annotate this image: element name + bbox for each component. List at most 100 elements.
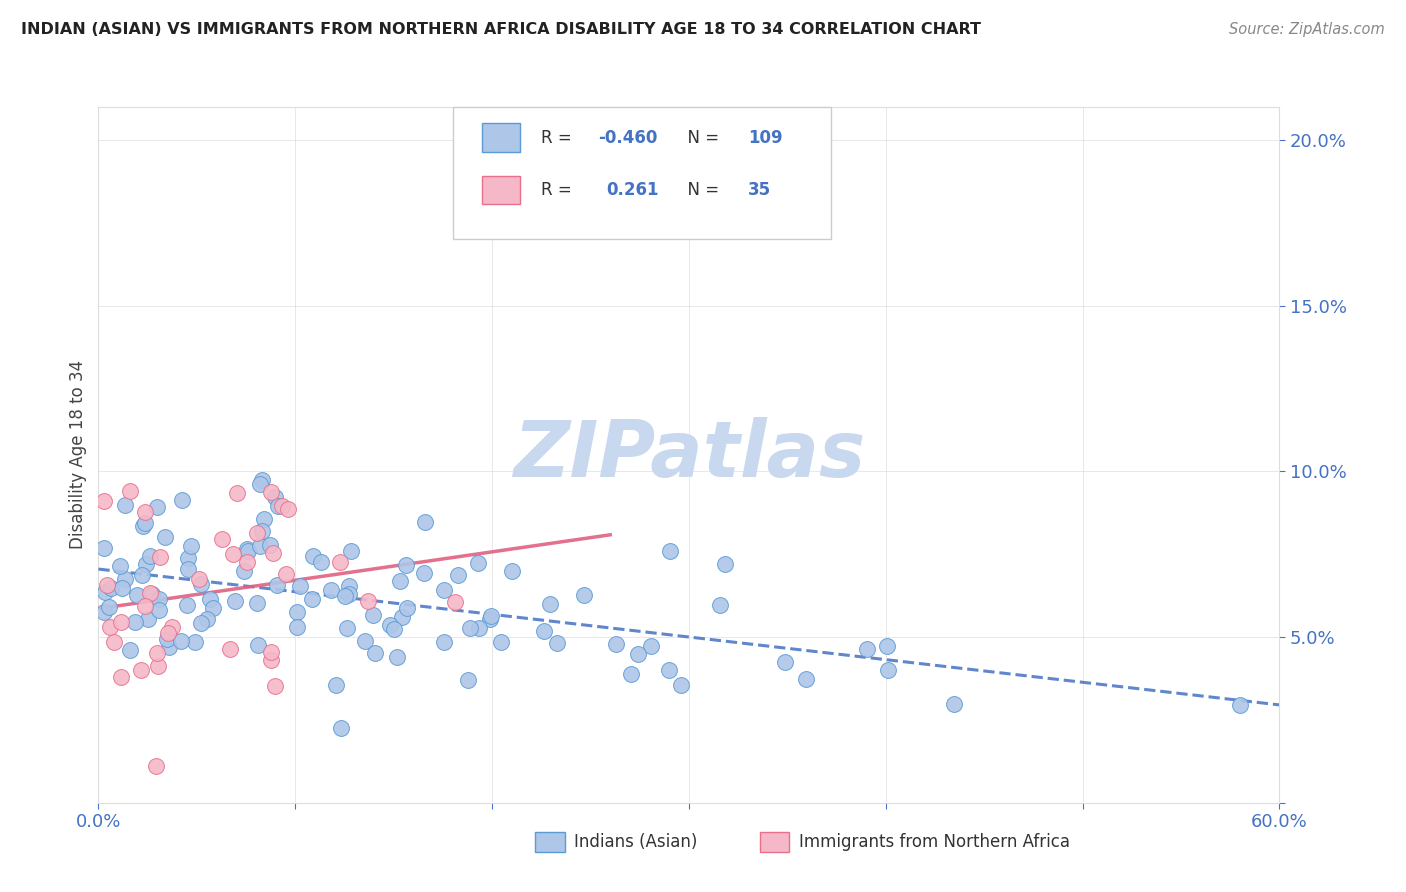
Point	[288, 579, 311, 593]
Point	[574, 588, 596, 602]
Point	[546, 635, 568, 649]
Point	[259, 538, 281, 552]
Point	[120, 643, 142, 657]
Point	[260, 645, 283, 659]
Point	[190, 615, 212, 630]
Point	[139, 549, 162, 564]
Point	[357, 594, 380, 608]
Point	[136, 612, 159, 626]
Point	[98, 619, 121, 633]
Point	[146, 500, 169, 514]
Text: Indians (Asian): Indians (Asian)	[575, 833, 697, 852]
Bar	[482, 123, 520, 153]
Point	[103, 635, 125, 649]
Point	[266, 578, 288, 592]
Point	[361, 607, 384, 622]
Point	[260, 653, 283, 667]
Point	[301, 592, 323, 607]
Point	[388, 574, 411, 588]
Point	[433, 635, 456, 649]
Point	[97, 599, 120, 614]
Point	[709, 599, 731, 613]
Text: N =: N =	[678, 181, 724, 199]
Point	[224, 593, 246, 607]
Y-axis label: Disability Age 18 to 34: Disability Age 18 to 34	[69, 360, 87, 549]
Point	[134, 599, 156, 614]
Point	[877, 663, 900, 677]
Point	[200, 592, 222, 607]
Point	[100, 581, 122, 595]
Point	[876, 639, 898, 653]
Point	[538, 597, 561, 611]
Point	[153, 531, 176, 545]
Point	[385, 649, 408, 664]
Point	[201, 600, 224, 615]
Point	[396, 601, 419, 615]
Point	[232, 564, 254, 578]
Point	[222, 547, 245, 561]
Point	[250, 524, 273, 538]
Point	[267, 499, 290, 513]
Point	[195, 612, 218, 626]
Point	[658, 663, 681, 677]
Point	[309, 555, 332, 569]
Point	[271, 499, 294, 513]
Text: INDIAN (ASIAN) VS IMMIGRANTS FROM NORTHERN AFRICA DISABILITY AGE 18 TO 34 CORREL: INDIAN (ASIAN) VS IMMIGRANTS FROM NORTHE…	[21, 22, 981, 37]
Point	[225, 486, 247, 500]
Point	[501, 564, 523, 578]
Point	[640, 639, 662, 653]
Point	[262, 546, 284, 560]
Point	[170, 634, 193, 648]
Point	[260, 484, 283, 499]
Text: N =: N =	[678, 128, 724, 147]
Point	[148, 592, 170, 607]
Text: -0.460: -0.460	[598, 128, 658, 147]
Text: R =: R =	[541, 181, 578, 199]
Point	[479, 609, 502, 624]
Point	[855, 642, 877, 657]
Point	[145, 759, 167, 773]
Point	[337, 579, 360, 593]
Point	[333, 589, 356, 603]
Point	[247, 638, 270, 652]
Point	[162, 620, 184, 634]
Point	[620, 667, 643, 681]
Point	[447, 568, 470, 582]
Point	[114, 498, 136, 512]
Text: Source: ZipAtlas.com: Source: ZipAtlas.com	[1229, 22, 1385, 37]
Point	[263, 680, 285, 694]
Point	[277, 502, 299, 516]
Text: ZIPatlas: ZIPatlas	[513, 417, 865, 493]
Point	[412, 566, 434, 581]
Point	[177, 551, 200, 566]
Point	[246, 526, 269, 541]
Point	[93, 541, 115, 555]
Point	[627, 647, 650, 661]
Point	[363, 646, 385, 660]
Point	[141, 587, 163, 601]
Point	[285, 620, 308, 634]
Point	[131, 567, 153, 582]
Point	[134, 516, 156, 530]
Point	[329, 555, 352, 569]
Point	[491, 635, 513, 649]
Point	[433, 583, 456, 598]
Point	[659, 543, 682, 558]
Point	[380, 618, 402, 632]
Point	[190, 577, 212, 591]
Point	[180, 539, 202, 553]
Point	[249, 476, 271, 491]
Point	[184, 634, 207, 648]
Point	[177, 562, 200, 576]
Point	[187, 572, 209, 586]
Point	[236, 555, 259, 569]
Point	[125, 588, 148, 602]
Point	[413, 515, 436, 529]
Bar	[759, 832, 789, 852]
Text: 0.261: 0.261	[606, 181, 659, 199]
Point	[139, 586, 162, 600]
Point	[135, 557, 157, 571]
Point	[246, 596, 269, 610]
Point	[108, 559, 131, 574]
Point	[252, 473, 274, 487]
